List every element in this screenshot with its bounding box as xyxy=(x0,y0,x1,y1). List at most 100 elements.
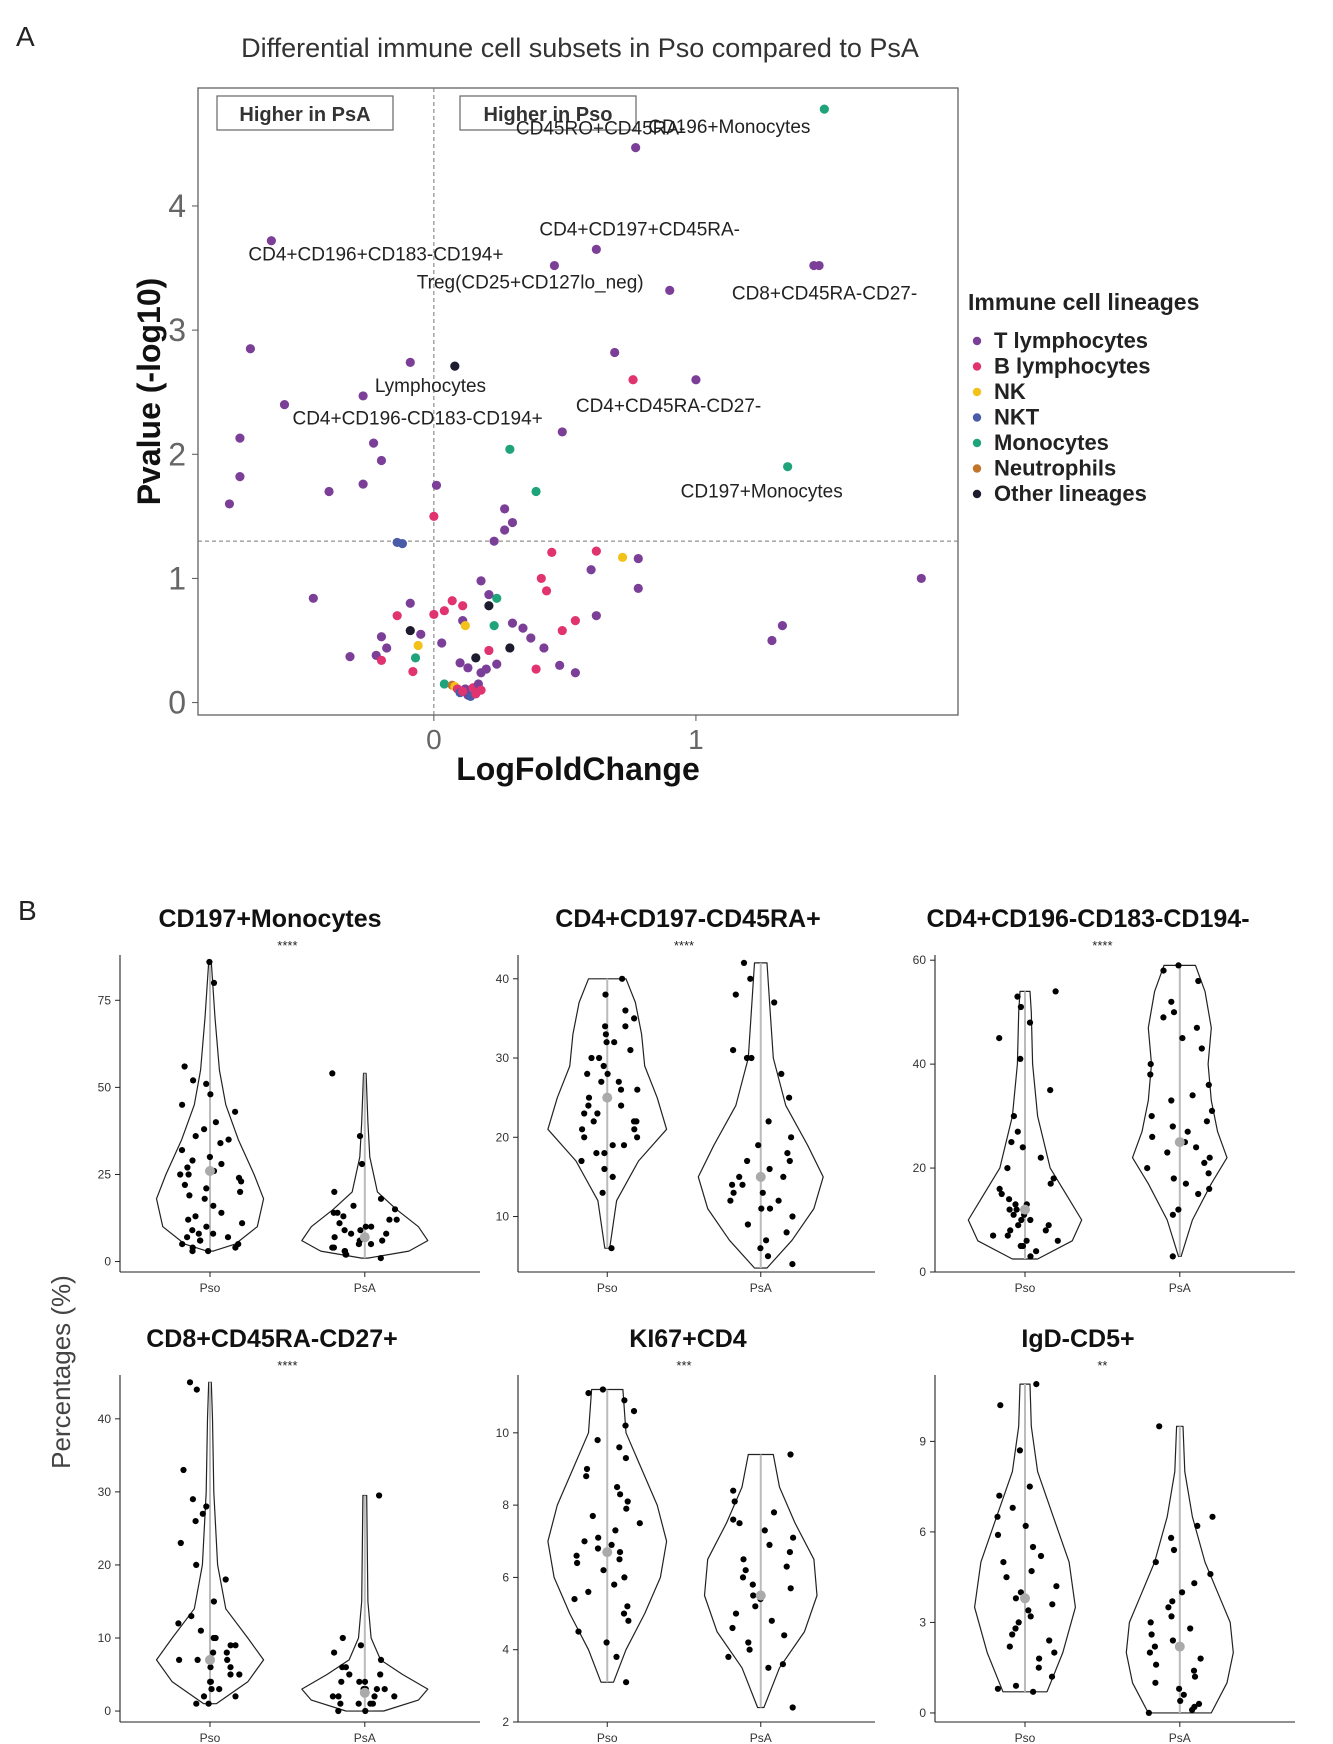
y-tick-label: 6 xyxy=(502,1570,509,1584)
data-point xyxy=(749,1581,756,1588)
data-point xyxy=(1187,1625,1194,1632)
data-point xyxy=(1012,1595,1020,1602)
data-point xyxy=(1191,1673,1199,1680)
data-point xyxy=(178,1147,186,1154)
data-point xyxy=(367,1700,374,1707)
legend-swatch-t-lymphocytes xyxy=(972,336,982,346)
data-point xyxy=(193,1386,200,1393)
data-point xyxy=(1152,1559,1159,1566)
data-point xyxy=(1006,1196,1013,1203)
data-point xyxy=(1026,1019,1034,1026)
data-point xyxy=(186,1192,193,1199)
data-point xyxy=(609,1142,616,1149)
point-other-lineages xyxy=(450,361,460,371)
data-point xyxy=(190,1077,197,1084)
data-point xyxy=(1169,1253,1176,1260)
data-point xyxy=(1015,1222,1022,1229)
data-point xyxy=(775,1197,782,1204)
median-marker-pso xyxy=(602,1547,613,1558)
point-t-lymphocytes xyxy=(507,618,518,628)
data-point xyxy=(1190,1667,1198,1674)
data-point xyxy=(1033,1381,1040,1388)
data-point xyxy=(237,1188,244,1195)
data-point xyxy=(223,1649,230,1656)
data-point xyxy=(602,991,609,998)
data-point xyxy=(377,1195,385,1202)
data-point xyxy=(342,1251,349,1258)
data-point xyxy=(210,1598,217,1605)
data-point xyxy=(232,1642,239,1649)
data-point xyxy=(622,1007,629,1014)
data-point xyxy=(1014,993,1021,1000)
point-monocytes xyxy=(439,679,449,689)
data-point xyxy=(1054,1237,1061,1244)
data-point xyxy=(602,1031,610,1038)
data-point xyxy=(356,1133,364,1140)
data-point xyxy=(210,1649,217,1656)
data-point xyxy=(1006,1643,1013,1650)
data-point xyxy=(1004,1232,1011,1239)
data-point xyxy=(601,1150,608,1157)
data-point xyxy=(623,1679,630,1686)
violin-shape-psa xyxy=(703,1453,818,1709)
data-point xyxy=(1045,1222,1052,1229)
point-t-lymphocytes xyxy=(591,244,601,255)
data-point xyxy=(750,1592,757,1599)
data-point xyxy=(1147,1619,1154,1626)
data-point xyxy=(1194,1522,1201,1529)
data-point xyxy=(1189,1092,1196,1099)
data-point xyxy=(611,1039,618,1046)
data-point xyxy=(1170,1009,1178,1016)
data-point xyxy=(740,1556,747,1563)
x-tick-label: PsA xyxy=(354,1731,376,1744)
x-tick-label: PsA xyxy=(1169,1281,1191,1295)
point-t-lymphocytes xyxy=(324,486,334,497)
median-marker-pso xyxy=(1020,1593,1030,1604)
violin-title: CD197+Monocytes xyxy=(159,905,382,933)
data-point xyxy=(391,1206,399,1213)
data-point xyxy=(1019,1144,1026,1151)
x-axis-label: LogFoldChange xyxy=(456,751,700,787)
data-point xyxy=(1193,1144,1200,1151)
point-monocytes xyxy=(531,486,541,497)
data-point xyxy=(1170,1546,1178,1554)
data-point xyxy=(1189,1706,1196,1713)
point-t-lymphocytes xyxy=(308,593,318,603)
point-label-cd196-monocytes: CD196+Monocytes xyxy=(648,117,810,138)
data-point xyxy=(1195,977,1202,985)
data-point xyxy=(574,1559,581,1567)
data-point xyxy=(765,1118,772,1125)
data-point xyxy=(1153,1661,1160,1668)
data-point xyxy=(573,1552,580,1559)
data-point xyxy=(206,1153,213,1161)
y-tick-label: 6 xyxy=(919,1525,926,1539)
data-point xyxy=(996,1185,1003,1192)
point-monocytes xyxy=(783,462,793,472)
shared-y-label-b: Percentages (%) xyxy=(46,1275,76,1469)
data-point xyxy=(732,1610,740,1617)
y-tick-label: 40 xyxy=(913,1057,927,1071)
data-point xyxy=(207,1664,214,1671)
data-point xyxy=(189,1496,196,1503)
data-point xyxy=(192,1518,199,1525)
point-t-lymphocytes xyxy=(500,504,510,514)
y-tick-label: 40 xyxy=(98,1412,112,1426)
data-point xyxy=(1036,1655,1043,1662)
point-b-lymphocytes xyxy=(447,596,457,606)
data-point xyxy=(624,1603,631,1610)
data-point xyxy=(752,1603,759,1610)
data-point xyxy=(757,1245,764,1252)
point-label-treg-cd25-cd127lo-neg: Treg(CD25+CD127lo_neg) xyxy=(417,272,644,293)
data-point xyxy=(194,1656,201,1663)
violin-title: IgD-CD5+ xyxy=(1021,1325,1134,1353)
data-point xyxy=(608,1541,615,1548)
data-point xyxy=(739,1574,747,1581)
point-t-lymphocytes xyxy=(767,635,777,646)
data-point xyxy=(201,1126,208,1133)
data-point xyxy=(743,1054,751,1062)
data-point xyxy=(994,1513,1001,1520)
x-tick-label: 1 xyxy=(688,724,704,755)
data-point xyxy=(208,1686,215,1693)
point-t-lymphocytes xyxy=(539,643,549,653)
data-point xyxy=(179,1241,186,1248)
